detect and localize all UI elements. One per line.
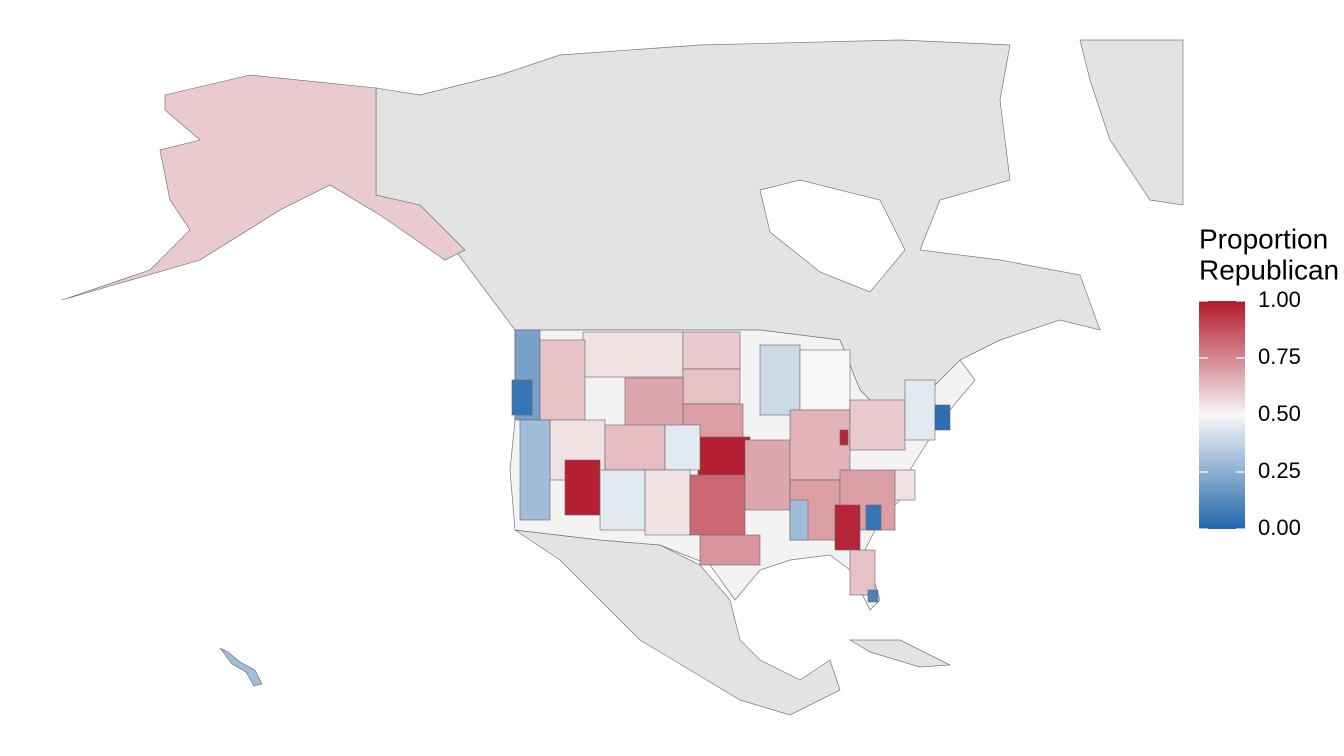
region [689, 474, 746, 536]
cuba [848, 639, 952, 668]
region [865, 504, 882, 531]
legend-title: Proportion [1199, 223, 1328, 254]
region [934, 404, 951, 431]
region [519, 419, 551, 521]
region [682, 368, 741, 405]
districts [61, 74, 951, 687]
legend-tick-label: 0.25 [1258, 458, 1301, 483]
region [839, 429, 849, 446]
region [599, 469, 646, 531]
greenland [1079, 39, 1184, 206]
mexico [514, 529, 841, 716]
region [624, 377, 684, 427]
region [511, 379, 533, 416]
region [849, 549, 876, 596]
region [682, 331, 741, 370]
region [759, 344, 801, 416]
region [564, 459, 601, 516]
legend-tick-label: 0.00 [1258, 515, 1301, 540]
region [582, 331, 684, 378]
region [697, 436, 751, 476]
legend: Proportion Republican 0.00 0.25 0.50 0.75 1.… [1199, 223, 1339, 540]
region [61, 74, 466, 301]
hudson-bay [759, 179, 906, 293]
region [894, 469, 916, 501]
legend-tick-label: 0.75 [1258, 344, 1301, 369]
legend-tick-label: 1.00 [1258, 287, 1301, 312]
region [744, 439, 791, 511]
region [799, 349, 851, 411]
region [849, 399, 906, 451]
region [539, 339, 586, 421]
region [219, 647, 263, 687]
legend-tick-label: 0.50 [1258, 401, 1301, 426]
region [834, 504, 861, 551]
region [904, 379, 936, 441]
region [644, 469, 691, 536]
region [789, 499, 809, 541]
region [664, 424, 701, 471]
region [604, 424, 666, 471]
region [699, 534, 761, 566]
legend-title: Republican [1199, 254, 1339, 285]
region [867, 589, 879, 603]
